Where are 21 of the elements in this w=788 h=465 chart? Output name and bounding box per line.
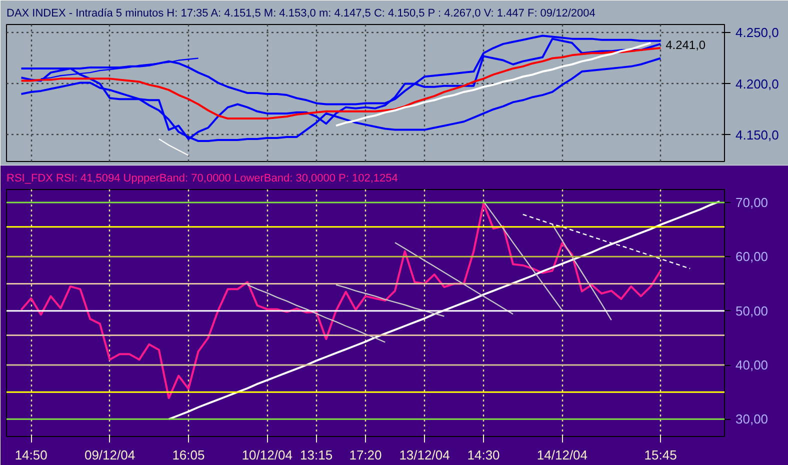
y-tick-label: 30,00: [736, 412, 768, 427]
y-tick-label: 70,00: [736, 195, 768, 210]
y-tick-label: 4.150,0: [736, 127, 779, 142]
chart-title: DAX INDEX - Intradía 5 minutos H: 17:35 A: 4.151,5 M: 4.153,0 m: 4.147,5 C: 4.150,5 P : 4.267,0 V: 1.447 F: 09/12/2004: [6, 8, 596, 20]
y-tick-label: 4.200,0: [736, 76, 779, 92]
x-tick-label: 10/12/04: [242, 448, 292, 462]
x-tick-label: 13/12/04: [399, 448, 450, 462]
x-tick-label: 14:50: [14, 448, 48, 462]
annotation: 4.241,0: [666, 38, 706, 52]
chart-title: RSI_FDX RSI: 41,5094 UppperBand: 70,0000 LowerBand: 30,0000 P: 102,1254: [6, 172, 398, 184]
x-tick-label: 09/12/04: [84, 448, 136, 462]
x-tick-label: 15:45: [644, 448, 677, 462]
x-tick-label: 17:20: [349, 448, 382, 462]
y-tick-label: 60,00: [736, 249, 768, 264]
y-tick-label: 50,00: [736, 303, 768, 318]
x-tick-label: 16:05: [172, 448, 205, 462]
y-tick-label: 4.250,0: [736, 25, 779, 40]
x-tick-label: 14/12/04: [536, 448, 588, 462]
x-tick-label: 13:15: [300, 448, 333, 462]
x-tick-label: 14:30: [467, 448, 500, 462]
y-tick-label: 40,00: [736, 358, 768, 372]
